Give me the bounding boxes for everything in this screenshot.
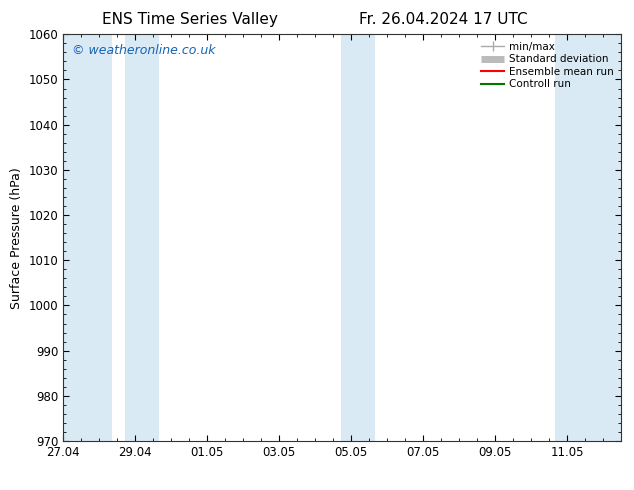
Legend: min/max, Standard deviation, Ensemble mean run, Controll run: min/max, Standard deviation, Ensemble me… — [479, 40, 616, 92]
Bar — [340, 34, 375, 441]
Y-axis label: Surface Pressure (hPa): Surface Pressure (hPa) — [10, 167, 23, 309]
Bar — [63, 34, 112, 441]
Bar — [555, 34, 621, 441]
Bar — [125, 34, 158, 441]
Text: Fr. 26.04.2024 17 UTC: Fr. 26.04.2024 17 UTC — [359, 12, 528, 27]
Text: ENS Time Series Valley: ENS Time Series Valley — [102, 12, 278, 27]
Text: © weatheronline.co.uk: © weatheronline.co.uk — [72, 45, 216, 57]
